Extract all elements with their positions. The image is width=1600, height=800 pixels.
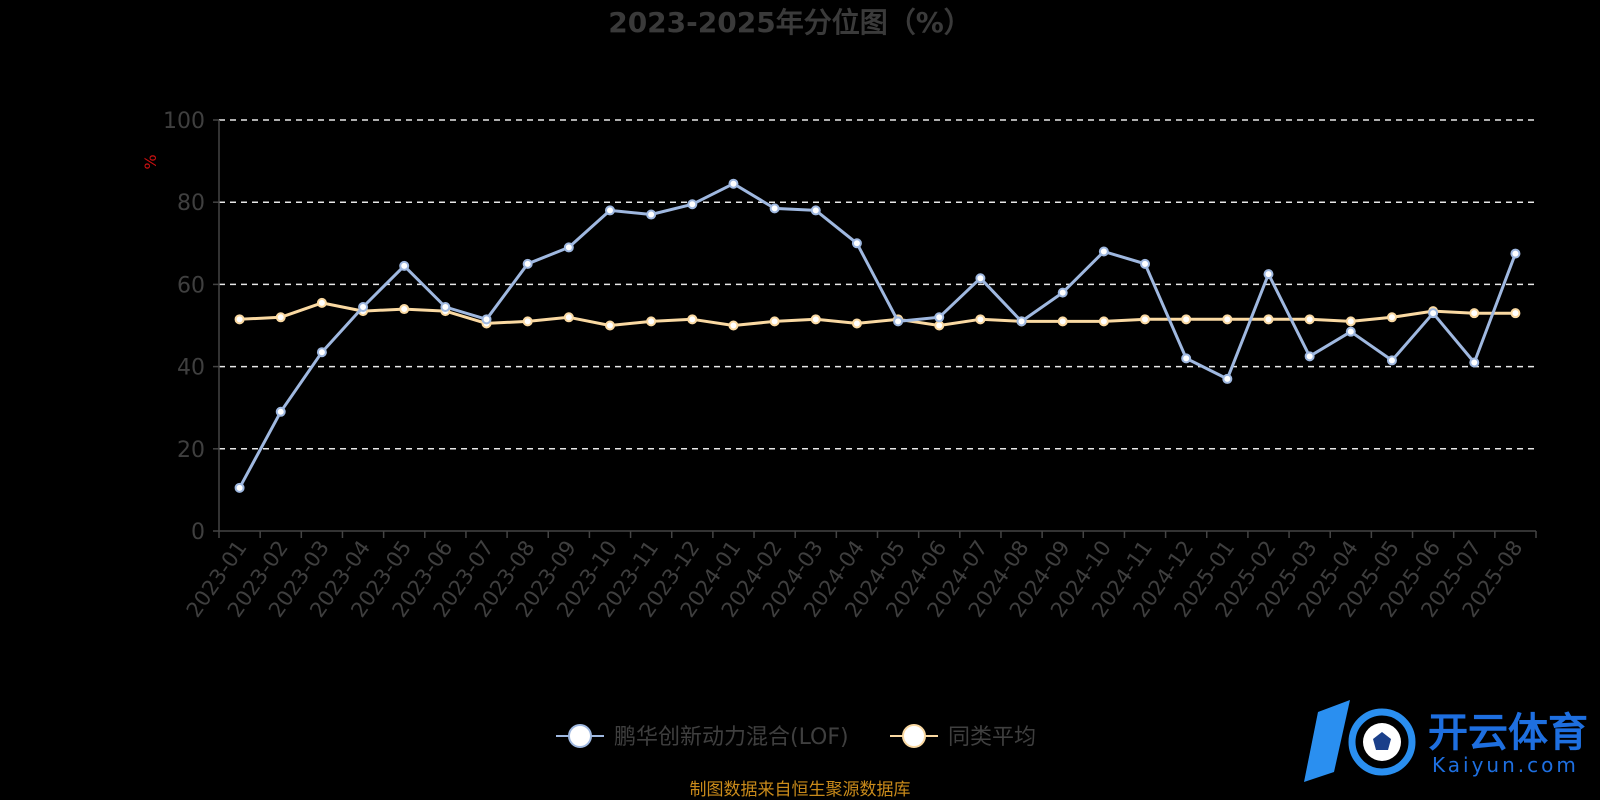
data-source-note: 制图数据来自恒生聚源数据库 [690, 780, 911, 800]
data-point[interactable] [1098, 316, 1109, 327]
data-point[interactable] [934, 312, 945, 323]
series-lines [234, 178, 1521, 493]
series-1 [234, 297, 1521, 331]
data-point[interactable] [316, 347, 327, 358]
data-point[interactable] [1510, 308, 1521, 319]
series-0 [234, 178, 1521, 493]
data-point[interactable] [851, 238, 862, 249]
data-point[interactable] [563, 242, 574, 253]
y-tick-label: 0 [191, 520, 205, 545]
watermark-en: Kaiyun.com [1432, 753, 1579, 777]
data-point[interactable] [316, 297, 327, 308]
data-point[interactable] [1469, 308, 1480, 319]
watermark-logo: 开云体育 Kaiyun.com [1304, 700, 1588, 782]
data-point[interactable] [1386, 355, 1397, 366]
data-point[interactable] [769, 316, 780, 327]
data-point[interactable] [234, 314, 245, 325]
data-point[interactable] [604, 320, 615, 331]
legend-marker-peer-average [902, 724, 926, 748]
data-point[interactable] [1057, 316, 1068, 327]
data-point[interactable] [1304, 351, 1315, 362]
data-point[interactable] [893, 316, 904, 327]
y-axis-label: % [141, 154, 160, 169]
data-point[interactable] [275, 406, 286, 417]
data-point[interactable] [1345, 326, 1356, 337]
legend-marker-fund [568, 724, 592, 748]
data-point[interactable] [1469, 357, 1480, 368]
data-point[interactable] [604, 205, 615, 216]
legend-item-peer-average[interactable]: 同类平均 [890, 724, 1036, 750]
data-point[interactable] [1181, 314, 1192, 325]
data-point[interactable] [810, 314, 821, 325]
x-tick-labels: 2023-012023-022023-032023-042023-052023-… [182, 531, 1537, 622]
data-point[interactable] [1016, 316, 1027, 327]
data-point[interactable] [769, 203, 780, 214]
y-tick-label: 60 [177, 273, 205, 298]
data-point[interactable] [1386, 312, 1397, 323]
data-point[interactable] [1263, 314, 1274, 325]
data-point[interactable] [975, 273, 986, 284]
data-point[interactable] [934, 320, 945, 331]
y-tick-label: 80 [177, 191, 205, 216]
y-tick-label: 20 [177, 438, 205, 463]
data-point[interactable] [440, 302, 451, 313]
data-point[interactable] [399, 260, 410, 271]
data-point[interactable] [687, 199, 698, 210]
data-point[interactable] [275, 312, 286, 323]
data-point[interactable] [563, 312, 574, 323]
data-point[interactable] [522, 258, 533, 269]
legend[interactable]: 鹏华创新动力混合(LOF) 同类平均 [556, 724, 1036, 750]
data-point[interactable] [687, 314, 698, 325]
legend-label-fund: 鹏华创新动力混合(LOF) [614, 725, 849, 750]
data-point[interactable] [728, 178, 739, 189]
data-point[interactable] [646, 316, 657, 327]
data-point[interactable] [1304, 314, 1315, 325]
watermark-cn: 开云体育 [1428, 710, 1588, 756]
data-point[interactable] [851, 318, 862, 329]
data-point[interactable] [1181, 353, 1192, 364]
axes [218, 120, 1536, 532]
data-point[interactable] [1263, 269, 1274, 280]
series-line-1 [239, 301, 1516, 327]
data-point[interactable] [1345, 316, 1356, 327]
data-point[interactable] [1140, 258, 1151, 269]
data-point[interactable] [1510, 248, 1521, 259]
series-line-0 [238, 182, 1517, 489]
data-point[interactable] [975, 314, 986, 325]
data-point[interactable] [522, 316, 533, 327]
kaiyun-ball-icon [1304, 700, 1416, 782]
data-point[interactable] [1057, 287, 1068, 298]
legend-item-fund[interactable]: 鹏华创新动力混合(LOF) [556, 724, 849, 750]
data-point[interactable] [481, 314, 492, 325]
data-point[interactable] [728, 320, 739, 331]
data-point[interactable] [399, 304, 410, 315]
data-point[interactable] [646, 209, 657, 220]
data-point[interactable] [810, 205, 821, 216]
data-point[interactable] [1428, 308, 1439, 319]
chart-title: 2023-2025年分位图（%） [608, 6, 972, 39]
data-point[interactable] [1140, 314, 1151, 325]
data-point[interactable] [358, 302, 369, 313]
y-tick-labels: 0 20 40 60 80 100 [163, 109, 219, 545]
data-point[interactable] [1222, 373, 1233, 384]
data-point[interactable] [234, 482, 245, 493]
data-point[interactable] [1222, 314, 1233, 325]
y-tick-label: 40 [177, 356, 205, 381]
data-point[interactable] [1098, 246, 1109, 257]
legend-label-peer-average: 同类平均 [948, 725, 1036, 750]
y-tick-label: 100 [163, 109, 205, 134]
